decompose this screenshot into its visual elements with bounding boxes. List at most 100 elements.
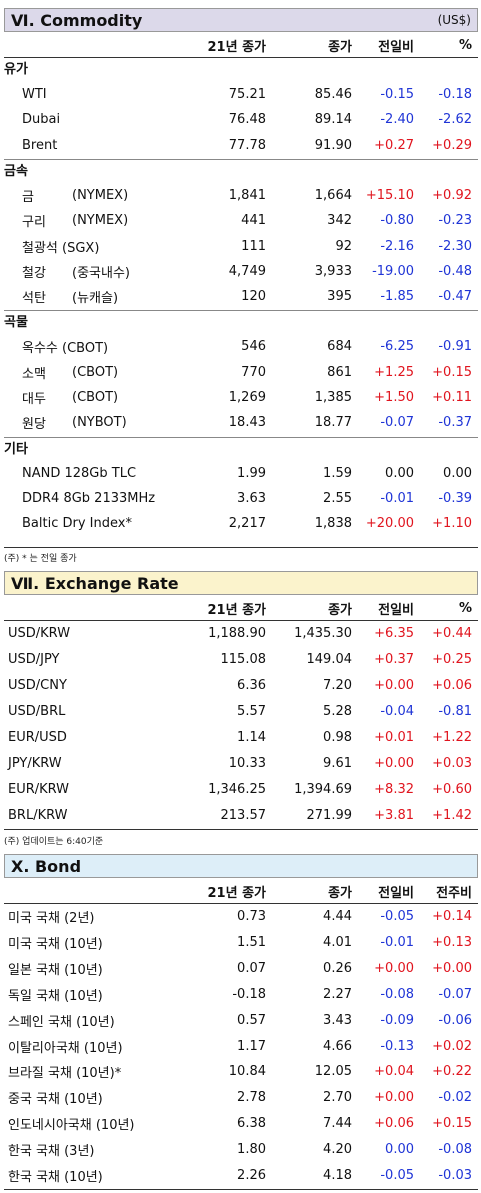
row-name: 대두	[22, 392, 46, 407]
row-close: 1,838	[314, 516, 352, 532]
row-name: 중국 국채 (10년)	[8, 1092, 103, 1108]
row-prev-close: 77.78	[228, 137, 266, 153]
row-change: -6.25	[380, 339, 414, 355]
row-change: +20.00	[365, 516, 414, 532]
row-name: 철강	[22, 265, 46, 281]
exchange-section-header: Ⅶ. Exchange Rate	[4, 571, 478, 595]
row-change: +0.06	[374, 1116, 414, 1132]
row-change: +1.50	[374, 390, 414, 405]
row-change: -0.13	[380, 1038, 414, 1054]
row-prev-close: 18.43	[228, 415, 266, 431]
table-row: BRL/KRW 213.57 271.99 +3.81 +1.42	[4, 803, 478, 828]
col-weekly-change: 전주비	[436, 885, 472, 901]
row-change: +0.04	[374, 1064, 414, 1080]
commodity-note: (주) * 는 전일 종가	[4, 554, 77, 564]
row-close: 271.99	[306, 808, 353, 823]
table-row: 이탈리아국채 (10년) 1.17 4.66 -0.13 +0.02	[4, 1034, 478, 1059]
row-close: 3,933	[314, 263, 352, 279]
row-prev-close: 2,217	[228, 516, 266, 532]
row-close: 1,394.69	[294, 782, 352, 797]
row-exchange: (NYMEX)	[72, 213, 129, 229]
row-name: Baltic Dry Index*	[22, 516, 132, 532]
row-name: 이탈리아국채 (10년)	[8, 1040, 123, 1056]
table-row: USD/KRW 1,188.90 1,435.30 +6.35 +0.44	[4, 621, 478, 646]
row-name: 일본 국채 (10년)	[8, 962, 103, 978]
row-change: -2.16	[380, 238, 414, 254]
table-row: 금 (NYMEX) 1,841 1,664 +15.10 +0.92	[4, 183, 478, 208]
row-change: +0.27	[374, 137, 414, 153]
table-row: 인도네시아국채 (10년) 6.38 7.44 +0.06 +0.15	[4, 1111, 478, 1136]
table-row: DDR4 8Gb 2133MHz 3.63 2.55 -0.01 -0.39	[4, 486, 478, 511]
row-close: 5.28	[323, 704, 352, 719]
row-prev-close: 1.17	[237, 1038, 266, 1054]
row-close: 4.01	[323, 934, 352, 950]
row-name: USD/CNY	[8, 678, 67, 693]
table-row: 일본 국채 (10년) 0.07 0.26 +0.00 +0.00	[4, 956, 478, 981]
row-change: -0.07	[380, 415, 414, 431]
col-change: 전일비	[378, 39, 414, 55]
row-name: USD/BRL	[8, 704, 66, 719]
row-close: 4.18	[323, 1168, 352, 1183]
row-name: 독일 국채 (10년)	[8, 988, 103, 1004]
row-change: -0.09	[380, 1012, 414, 1028]
row-name: JPY/KRW	[8, 756, 62, 771]
row-prev-close: 1.14	[237, 730, 266, 745]
table-row: EUR/USD 1.14 0.98 +0.01 +1.22	[4, 725, 478, 750]
table-row: 대두 (CBOT) 1,269 1,385 +1.50 +0.11	[4, 385, 478, 410]
row-close: 1,435.30	[294, 626, 352, 641]
row-close: 0.26	[323, 960, 352, 976]
row-name: USD/KRW	[8, 626, 71, 641]
row-close: 7.20	[323, 678, 352, 693]
row-change: +0.00	[374, 756, 414, 771]
row-close: 18.77	[314, 415, 352, 431]
row-change: +0.01	[374, 730, 414, 745]
row-close: 2.27	[323, 986, 352, 1002]
row-name: Dubai	[22, 112, 61, 128]
row-name: 원당	[22, 417, 46, 433]
row-name: 인도네시아국채 (10년)	[8, 1118, 135, 1134]
row-prev-close: 441	[241, 213, 266, 229]
row-exchange: (NYMEX)	[72, 187, 129, 203]
row-pct: +0.22	[432, 1064, 472, 1080]
row-pct: -0.06	[438, 1012, 472, 1028]
row-exchange: (NYBOT)	[72, 415, 127, 431]
row-prev-close: 6.36	[237, 678, 266, 693]
row-pct: -0.07	[438, 986, 472, 1002]
category-label: 금속	[4, 158, 478, 184]
row-close: 3.43	[323, 1012, 352, 1028]
table-row: 미국 국채 (2년) 0.73 4.44 -0.05 +0.14	[4, 904, 478, 929]
row-close: 85.46	[314, 87, 352, 102]
row-name: 한국 국채 (10년)	[8, 1170, 103, 1185]
row-close: 0.98	[323, 730, 352, 745]
row-close: 4.44	[323, 909, 352, 924]
row-name: EUR/KRW	[8, 782, 70, 797]
row-pct: +0.44	[432, 626, 472, 641]
row-pct: -0.23	[438, 213, 472, 229]
commodity-title: Ⅵ. Commodity	[11, 10, 143, 30]
row-prev-close: 770	[241, 364, 266, 380]
row-pct: +0.11	[432, 390, 472, 405]
row-pct: +0.29	[432, 137, 472, 153]
bond-title: Ⅹ. Bond	[11, 856, 82, 876]
row-prev-close: 0.73	[237, 909, 266, 924]
col-pct: %	[458, 37, 472, 53]
row-exchange: (CBOT)	[72, 364, 119, 380]
row-prev-close: 1,188.90	[208, 626, 266, 641]
commodity-unit: (US$)	[437, 13, 471, 27]
row-pct: -2.30	[438, 238, 472, 254]
row-name: 금	[22, 189, 34, 205]
row-pct: -0.39	[438, 490, 472, 506]
table-row: 미국 국채 (10년) 1.51 4.01 -0.01 +0.13	[4, 930, 478, 955]
row-pct: 0.00	[443, 465, 472, 481]
exchange-column-header: 21년 종가 종가 전일비 %	[4, 596, 478, 621]
row-close: 342	[327, 213, 352, 229]
row-pct: -0.08	[438, 1142, 472, 1158]
row-close: 861	[327, 364, 352, 380]
row-prev-close: 1,269	[228, 390, 266, 405]
row-prev-close: -0.18	[232, 986, 266, 1002]
row-name: Brent	[22, 137, 58, 153]
row-change: -0.01	[380, 490, 414, 506]
row-change: +8.32	[374, 782, 414, 797]
row-change: +0.00	[374, 678, 414, 693]
row-prev-close: 5.57	[237, 704, 266, 719]
